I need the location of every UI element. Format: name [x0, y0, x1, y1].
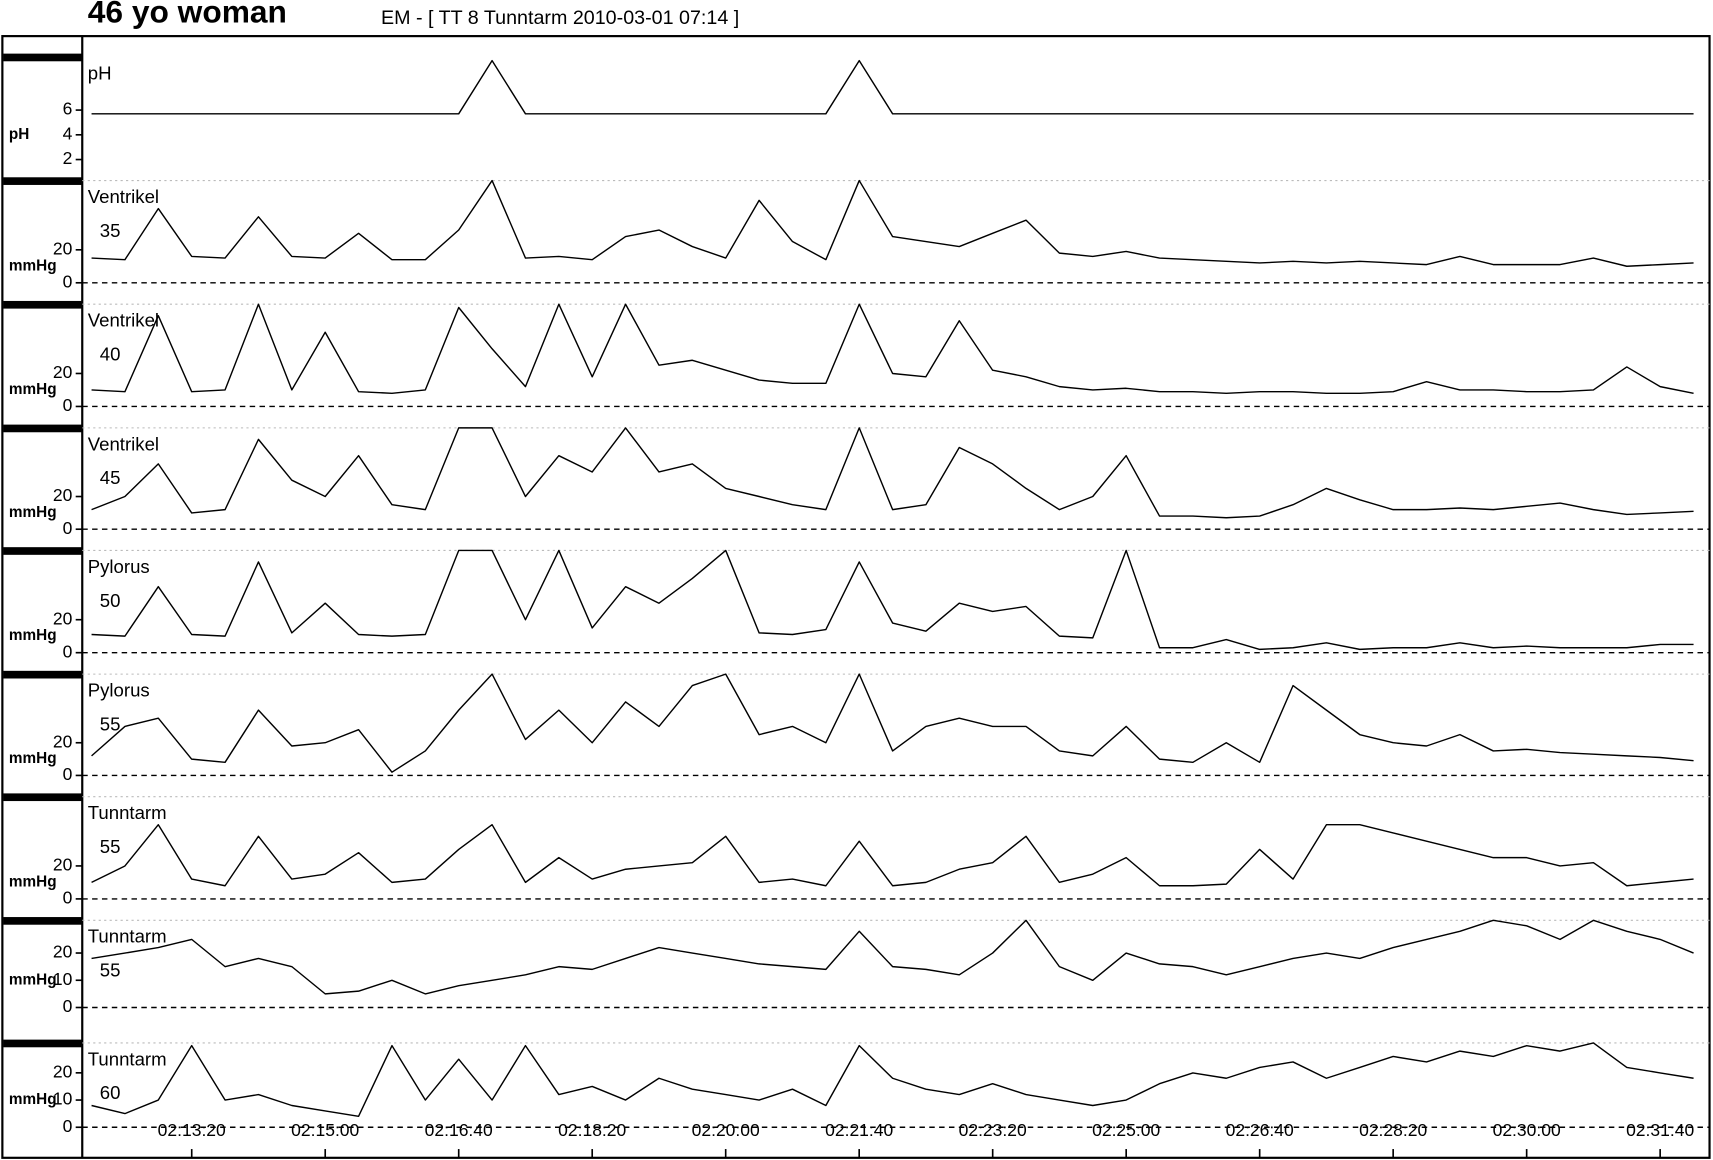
- frame: [1, 35, 1711, 1159]
- channel-name: Ventrikel: [88, 433, 159, 454]
- y-tick-label: 0: [63, 641, 73, 661]
- y-tick-label: 0: [63, 888, 73, 908]
- unit-label: mmHg: [9, 504, 57, 521]
- panel-marker: [3, 917, 83, 925]
- y-tick-label: 0: [63, 395, 73, 415]
- panel-marker: [3, 300, 83, 309]
- channel-position: 40: [100, 344, 121, 365]
- channel-name: Tunntarm: [88, 926, 167, 947]
- y-tick-label: 20: [53, 942, 73, 962]
- x-tick-label: 02:18:20: [558, 1120, 626, 1140]
- y-tick-label: 0: [63, 518, 73, 538]
- panel-marker: [3, 53, 83, 62]
- y-tick-label: 0: [63, 996, 73, 1016]
- trace: [91, 59, 1694, 115]
- channel-position: 50: [100, 590, 121, 611]
- channel-position: 45: [100, 467, 121, 488]
- panel-marker: [3, 424, 83, 433]
- panel-marker: [3, 547, 83, 555]
- trace: [91, 823, 1694, 887]
- x-tick-label: 02:25:00: [1092, 1120, 1160, 1140]
- x-tick-label: 02:23:20: [959, 1120, 1027, 1140]
- chart-title: 46 yo woman: [88, 0, 287, 30]
- y-tick-label: 20: [53, 362, 73, 382]
- unit-label: mmHg: [9, 750, 57, 767]
- y-tick-label: 10: [53, 1089, 73, 1109]
- channel-name: pH: [88, 62, 112, 83]
- trace: [91, 179, 1694, 267]
- y-tick-label: 0: [63, 271, 73, 291]
- trace: [91, 673, 1694, 773]
- x-tick-label: 02:28:20: [1359, 1120, 1427, 1140]
- unit-label: mmHg: [9, 257, 57, 274]
- y-tick-label: 10: [53, 969, 73, 989]
- panel-marker: [3, 670, 83, 679]
- x-tick-label: 02:30:00: [1493, 1120, 1561, 1140]
- channel-position: 55: [100, 960, 121, 981]
- y-tick-label: 20: [53, 238, 73, 258]
- channel-name: Pylorus: [88, 680, 150, 701]
- x-tick-label: 02:15:00: [291, 1120, 359, 1140]
- y-tick-label: 20: [53, 485, 73, 505]
- x-tick-label: 02:26:40: [1226, 1120, 1294, 1140]
- trace: [91, 1042, 1694, 1118]
- channel-name: Ventrikel: [88, 186, 159, 207]
- y-tick-label: 20: [53, 731, 73, 751]
- y-tick-label: 20: [53, 855, 73, 875]
- chart-subtitle: EM - [ TT 8 Tunntarm 2010-03-01 07:14 ]: [381, 7, 739, 29]
- y-tick-label: 20: [53, 1061, 73, 1081]
- channel-name: Ventrikel: [88, 310, 159, 331]
- y-tick-label: 0: [63, 764, 73, 784]
- y-tick-label: 4: [63, 123, 73, 143]
- y-tick-label: 6: [63, 99, 73, 119]
- x-tick-label: 02:21:40: [825, 1120, 893, 1140]
- y-tick-label: 2: [63, 148, 73, 168]
- channel-position: 60: [100, 1082, 121, 1103]
- y-tick-label: 0: [63, 1116, 73, 1136]
- unit-label: mmHg: [9, 1091, 57, 1108]
- x-tick-label: 02:31:40: [1626, 1120, 1694, 1140]
- x-tick-label: 02:16:40: [425, 1120, 493, 1140]
- unit-label: mmHg: [9, 971, 57, 988]
- trace: [91, 919, 1694, 995]
- panel-marker: [3, 177, 83, 185]
- x-tick-label: 02:20:00: [692, 1120, 760, 1140]
- channel-name: Tunntarm: [88, 802, 167, 823]
- unit-label: mmHg: [9, 627, 57, 644]
- unit-label: mmHg: [9, 381, 57, 398]
- channel-name: Tunntarm: [88, 1048, 167, 1069]
- channel-position: 55: [100, 713, 121, 734]
- x-tick-label: 02:13:20: [158, 1120, 226, 1140]
- unit-label: pH: [9, 126, 29, 143]
- panel-marker: [3, 1039, 83, 1048]
- y-tick-label: 20: [53, 608, 73, 628]
- panel-marker: [3, 793, 83, 802]
- channel-name: Pylorus: [88, 556, 150, 577]
- trace: [91, 303, 1694, 395]
- trace: [91, 427, 1694, 519]
- unit-label: mmHg: [9, 873, 57, 890]
- channel-position: 55: [100, 836, 121, 857]
- trace: [91, 549, 1694, 651]
- channel-position: 35: [100, 220, 121, 241]
